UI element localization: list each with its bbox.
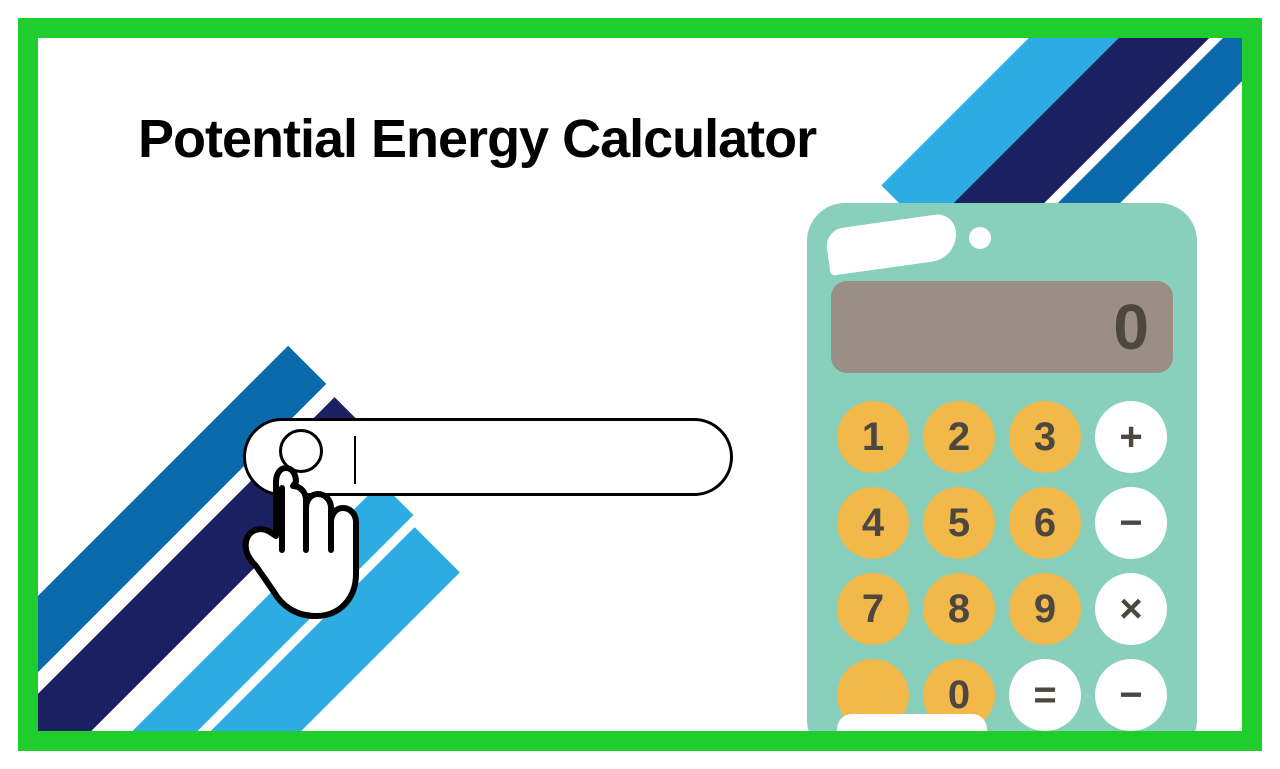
- calc-display: 0: [831, 281, 1173, 373]
- calc-shine-icon: [969, 227, 991, 249]
- calc-key-−[interactable]: −: [1095, 659, 1167, 731]
- calc-key-+[interactable]: +: [1095, 401, 1167, 473]
- page-title: Potential Energy Calculator: [138, 108, 816, 170]
- calc-key-×[interactable]: ×: [1095, 573, 1167, 645]
- calc-shine-icon: [824, 212, 959, 276]
- calc-keypad: 123+456−789×0=−: [837, 401, 1167, 731]
- frame: Potential Energy Calculator 0 123+456−78…: [18, 18, 1262, 751]
- pointer-hand-icon: [228, 458, 368, 628]
- calc-key-9[interactable]: 9: [1009, 573, 1081, 645]
- calc-key-2[interactable]: 2: [923, 401, 995, 473]
- calc-key-5[interactable]: 5: [923, 487, 995, 559]
- calc-shine-icon: [837, 714, 987, 744]
- calc-key-6[interactable]: 6: [1009, 487, 1081, 559]
- calc-key-=[interactable]: =: [1009, 659, 1081, 731]
- calc-key-−[interactable]: −: [1095, 487, 1167, 559]
- calc-key-8[interactable]: 8: [923, 573, 995, 645]
- calculator-illustration: 0 123+456−789×0=−: [807, 203, 1197, 751]
- calc-key-3[interactable]: 3: [1009, 401, 1081, 473]
- calc-key-4[interactable]: 4: [837, 487, 909, 559]
- calc-key-1[interactable]: 1: [837, 401, 909, 473]
- calc-key-7[interactable]: 7: [837, 573, 909, 645]
